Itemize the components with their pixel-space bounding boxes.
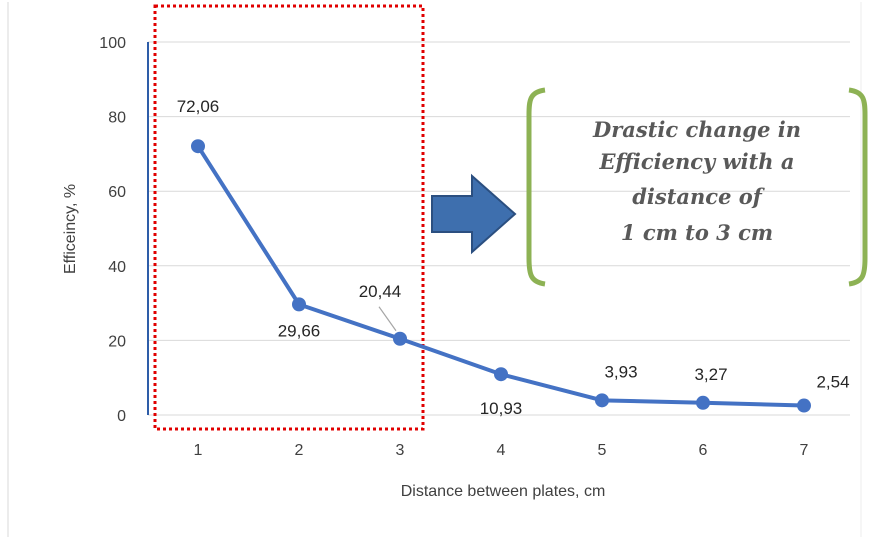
- data-label: 10,93: [480, 399, 523, 418]
- y-tick-labels: 0 20 40 60 80 100: [99, 35, 126, 425]
- y-tick-label: 60: [108, 184, 126, 201]
- x-tick-label: 2: [295, 442, 304, 459]
- x-tick-label: 3: [396, 442, 405, 459]
- y-axis-title: Efficeincy, %: [62, 184, 79, 274]
- x-tick-label: 4: [497, 442, 506, 459]
- x-axis-title: Distance between plates, cm: [401, 483, 606, 500]
- data-point: [292, 297, 306, 312]
- data-point: [494, 367, 508, 382]
- series-line: [191, 139, 811, 413]
- x-tick-label: 6: [699, 442, 708, 459]
- y-tick-label: 100: [99, 35, 126, 52]
- data-point: [191, 139, 205, 154]
- left-bracket-icon: [526, 87, 546, 287]
- x-tick-label: 7: [800, 442, 809, 459]
- x-tick-label: 5: [598, 442, 607, 459]
- y-tick-label: 20: [108, 333, 126, 350]
- highlight-box: [153, 4, 425, 431]
- data-label: 3,27: [694, 365, 727, 384]
- leader-lines: [378, 306, 397, 332]
- y-tick-label: 0: [117, 408, 126, 425]
- leader-line: [378, 306, 397, 332]
- annotation-line-1: Drastic change in: [592, 117, 801, 142]
- annotation-line-2: Efficiency with a: [599, 149, 795, 174]
- y-tick-label: 40: [108, 259, 126, 276]
- data-labels: 72,06 29,66 20,44 10,93 3,93 3,27 2,54: [177, 97, 850, 418]
- data-label: 72,06: [177, 97, 220, 116]
- right-arrow-icon: [431, 173, 517, 255]
- data-point: [393, 331, 407, 346]
- data-label: 3,93: [604, 362, 637, 381]
- data-point: [797, 398, 811, 413]
- data-label: 20,44: [359, 282, 402, 301]
- right-bracket-icon: [848, 87, 868, 287]
- gridlines: [148, 41, 850, 416]
- annotation-line-4: 1 cm to 3 cm: [621, 220, 773, 245]
- data-label: 29,66: [278, 321, 321, 340]
- data-point: [696, 395, 710, 410]
- x-tick-label: 1: [194, 442, 203, 459]
- data-label: 2,54: [816, 373, 849, 392]
- annotation-line-3: distance of: [632, 184, 766, 209]
- data-point: [595, 393, 609, 408]
- y-tick-label: 80: [108, 110, 126, 127]
- x-tick-labels: 1 2 3 4 5 6 7: [194, 442, 809, 459]
